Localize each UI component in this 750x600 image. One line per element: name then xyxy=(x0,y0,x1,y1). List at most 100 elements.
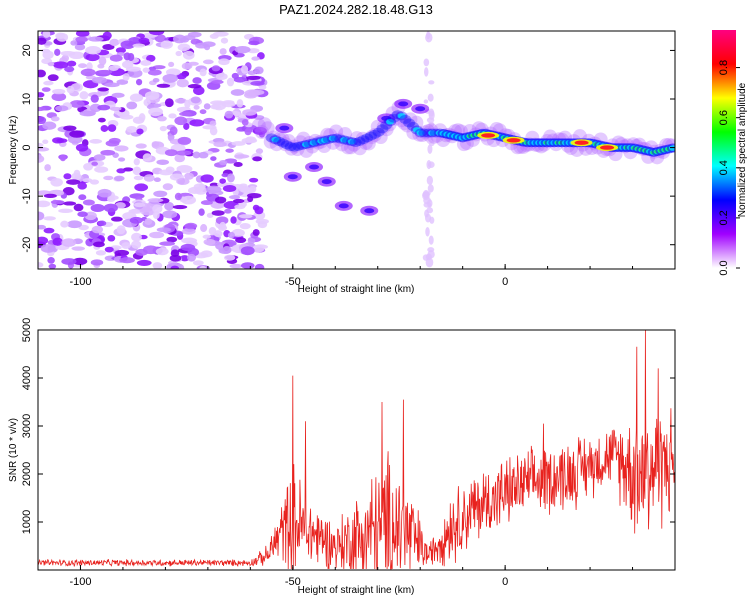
noise-blob xyxy=(192,77,202,84)
noise-blob xyxy=(236,99,244,108)
noise-blob xyxy=(71,246,86,251)
noise-blob xyxy=(251,56,260,61)
signal-core xyxy=(349,138,362,148)
signal-halo xyxy=(260,121,275,136)
noise-blob xyxy=(184,222,198,230)
signal-core xyxy=(353,136,366,146)
noise-blob xyxy=(213,230,223,238)
noise-blob xyxy=(426,159,432,170)
noise-blob xyxy=(219,178,226,184)
noise-blob xyxy=(121,60,134,69)
noise-blob xyxy=(54,48,61,56)
signal-core xyxy=(273,136,286,146)
signal-core xyxy=(364,131,377,141)
noise-blob xyxy=(144,218,153,225)
noise-blob xyxy=(89,139,103,144)
noise-blob xyxy=(147,69,162,76)
spectrogram-marks xyxy=(38,31,675,269)
noise-blob xyxy=(72,257,88,266)
colorbar-tick-label: 0.2 xyxy=(718,210,730,225)
signal-blob xyxy=(287,174,298,180)
signal-halo xyxy=(403,112,418,127)
noise-blob xyxy=(115,47,126,54)
signal-halo xyxy=(418,125,433,140)
noise-blob xyxy=(118,157,126,162)
noise-blob xyxy=(77,182,87,190)
noise-blob xyxy=(38,262,44,268)
noise-blob xyxy=(80,68,96,77)
noise-blob xyxy=(424,67,429,77)
noise-blob xyxy=(175,50,182,57)
noise-blob xyxy=(44,164,52,172)
peak-core xyxy=(506,138,521,143)
noise-blob xyxy=(427,184,434,193)
noise-blob xyxy=(200,200,213,206)
noise-blob xyxy=(148,31,165,36)
noise-blob xyxy=(126,101,138,110)
noise-blob xyxy=(209,120,217,127)
noise-blob xyxy=(136,259,152,266)
noise-blob xyxy=(230,89,245,96)
noise-blob xyxy=(56,138,68,143)
signal-halo xyxy=(400,118,415,133)
signal-blob xyxy=(338,203,349,209)
noise-blob xyxy=(69,100,85,108)
noise-blob xyxy=(103,175,114,181)
peak-core xyxy=(481,133,496,138)
noise-blob xyxy=(92,241,105,248)
signal-halo xyxy=(370,119,385,134)
noise-blob xyxy=(47,256,55,264)
noise-blob xyxy=(423,58,430,67)
noise-blob xyxy=(123,52,131,61)
noise-blob xyxy=(52,237,63,246)
noise-blob xyxy=(146,54,156,62)
noise-blob xyxy=(40,244,56,253)
noise-blob xyxy=(75,36,88,43)
noise-blob xyxy=(97,87,110,92)
noise-blob xyxy=(255,148,264,155)
noise-blob xyxy=(193,183,206,191)
noise-blob xyxy=(135,143,147,149)
signal-halo xyxy=(409,115,424,130)
noise-blob xyxy=(100,149,116,156)
noise-blob xyxy=(63,125,77,131)
signal-core xyxy=(418,128,431,138)
signal-core xyxy=(386,118,395,125)
spectrogram-y-tick-label: -10 xyxy=(21,188,33,204)
noise-blob xyxy=(66,220,83,229)
noise-blob xyxy=(240,262,255,269)
noise-blob xyxy=(203,238,216,246)
noise-blob xyxy=(136,128,144,135)
noise-blob xyxy=(168,113,177,119)
noise-blob xyxy=(147,103,162,108)
noise-blob xyxy=(159,241,176,246)
noise-blob xyxy=(181,62,193,70)
noise-blob xyxy=(246,193,262,199)
signal-core xyxy=(403,118,416,128)
noise-blob xyxy=(233,198,245,204)
noise-blob xyxy=(89,103,102,113)
noise-blob xyxy=(43,216,56,221)
noise-blob xyxy=(38,142,44,148)
noise-blob xyxy=(218,58,230,66)
noise-blob xyxy=(252,126,267,135)
noise-blob xyxy=(91,225,104,234)
noise-blob xyxy=(116,168,126,174)
signal-halo xyxy=(397,116,412,131)
noise-blob xyxy=(223,254,236,261)
noise-blob xyxy=(190,96,201,104)
signal-core xyxy=(387,113,400,123)
noise-blob xyxy=(70,40,78,46)
noise-blob xyxy=(210,156,217,162)
noise-blob xyxy=(59,154,67,162)
signal-core xyxy=(416,130,425,136)
signal-blob xyxy=(415,106,426,112)
noise-blob xyxy=(60,220,69,228)
noise-blob xyxy=(90,203,105,213)
noise-blob xyxy=(425,253,432,261)
noise-blob xyxy=(231,72,239,80)
noise-blob xyxy=(97,188,112,198)
noise-blob xyxy=(248,89,265,96)
noise-blob xyxy=(133,175,144,181)
snr-x-tick-label: -50 xyxy=(285,576,301,588)
